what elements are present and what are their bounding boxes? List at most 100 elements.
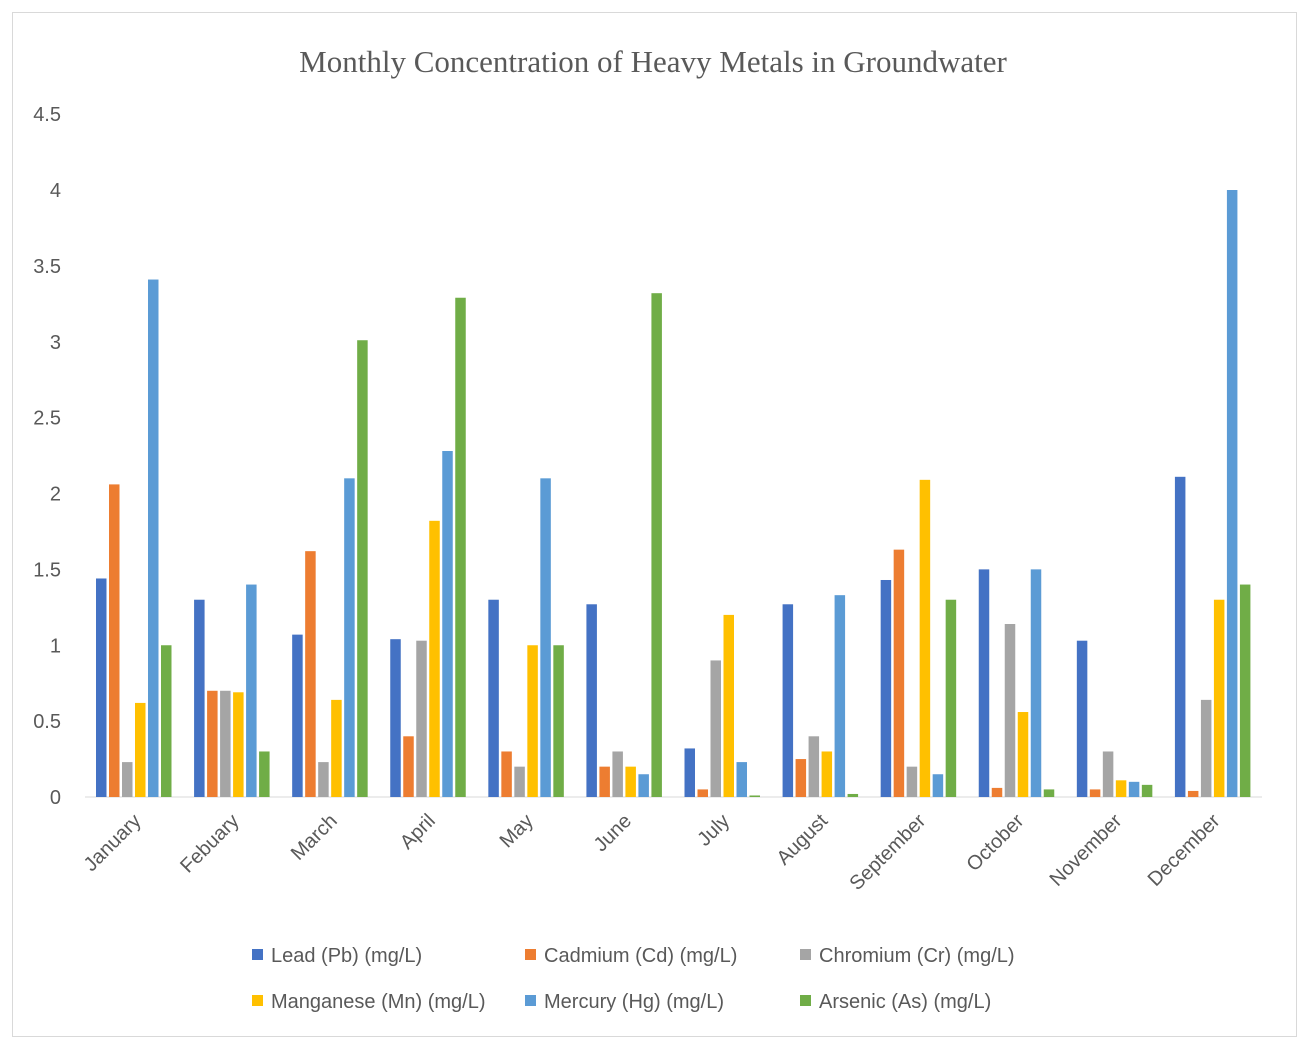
bar [932, 774, 944, 797]
bar [148, 279, 159, 798]
bar [1043, 789, 1055, 797]
bar [305, 551, 316, 797]
bar [122, 762, 133, 797]
bar [416, 640, 427, 797]
bar [514, 766, 525, 797]
bar [1239, 584, 1251, 797]
x-tick-label: May [496, 810, 538, 852]
bar [135, 702, 146, 797]
bar [723, 614, 734, 797]
x-tick-label: November [1046, 810, 1127, 891]
bar [1213, 599, 1225, 797]
bar [893, 549, 905, 797]
y-tick-label: 4.5 [33, 104, 61, 126]
bar [207, 690, 218, 797]
bar [331, 699, 342, 797]
bar [1089, 789, 1101, 797]
y-tick-label: 3.5 [33, 256, 61, 278]
legend-label: Arsenic (As) (mg/L) [819, 991, 991, 1013]
bar [357, 340, 368, 797]
bar [96, 578, 107, 797]
legend-swatch [800, 949, 811, 960]
bar [736, 762, 747, 797]
bar [501, 751, 512, 797]
legend-swatch [800, 995, 811, 1006]
bar [109, 484, 120, 797]
legend-label: Manganese (Mn) (mg/L) [271, 991, 486, 1013]
legend-swatch [252, 949, 263, 960]
bar [344, 478, 355, 797]
bar [749, 795, 760, 797]
bar [161, 645, 172, 797]
legend-label: Chromium (Cr) (mg/L) [819, 945, 1015, 967]
bar [259, 751, 270, 797]
x-tick-label: January [80, 810, 146, 876]
x-tick-label: March [287, 810, 342, 865]
y-tick-label: 2 [50, 484, 61, 506]
bar [540, 478, 551, 797]
bar [991, 787, 1003, 797]
bar [834, 595, 846, 797]
y-tick-label: 3 [50, 332, 61, 354]
legend-label: Mercury (Hg) (mg/L) [544, 991, 724, 1013]
bar [246, 584, 257, 797]
x-tick-label: December [1144, 810, 1225, 891]
bar [1141, 784, 1153, 797]
bar [403, 736, 414, 797]
bar [442, 451, 453, 797]
bar [906, 766, 918, 797]
bar [527, 645, 538, 797]
bar [1187, 790, 1199, 797]
bar [233, 692, 244, 797]
bar [978, 569, 990, 797]
bar [612, 751, 623, 797]
x-tick-label: June [590, 810, 636, 856]
bar [821, 751, 833, 797]
bar [292, 634, 303, 797]
bar [710, 660, 721, 797]
legend-swatch [525, 949, 536, 960]
legend-label: Lead (Pb) (mg/L) [271, 945, 422, 967]
bar [808, 736, 820, 797]
legend-label: Cadmium (Cd) (mg/L) [544, 945, 737, 967]
bar [1076, 640, 1088, 797]
bar [638, 774, 649, 797]
y-tick-label: 0.5 [33, 711, 61, 733]
x-tick-label: July [693, 810, 734, 851]
y-tick-label: 0 [50, 787, 61, 809]
y-tick-label: 2.5 [33, 408, 61, 430]
bar [429, 520, 440, 797]
x-tick-label: April [396, 810, 440, 854]
bar [318, 762, 329, 797]
bar [697, 789, 708, 797]
bar [651, 293, 662, 797]
bar [782, 604, 794, 797]
x-tick-label: Febuary [176, 810, 243, 877]
y-tick-label: 4 [50, 180, 61, 202]
bar [390, 639, 401, 797]
bar [795, 759, 807, 797]
bar [880, 579, 892, 797]
bar [194, 599, 205, 797]
legend-swatch [252, 995, 263, 1006]
bar [1200, 699, 1212, 797]
chart-frame [12, 12, 1297, 1037]
bar [220, 690, 231, 797]
bar [1030, 569, 1042, 797]
bar [1128, 781, 1140, 797]
bar [553, 645, 564, 797]
bar [625, 766, 636, 797]
bar [586, 604, 597, 797]
bar [847, 793, 859, 797]
bar [945, 599, 957, 797]
legend-swatch [525, 995, 536, 1006]
x-tick-label: September [846, 810, 931, 895]
bar [1102, 751, 1114, 797]
x-tick-label: August [773, 810, 833, 870]
chart-title: Monthly Concentration of Heavy Metals in… [299, 44, 1007, 79]
bar [919, 479, 931, 797]
bar [1017, 712, 1029, 797]
x-tick-label: October [962, 810, 1028, 876]
y-tick-label: 1 [50, 635, 61, 657]
